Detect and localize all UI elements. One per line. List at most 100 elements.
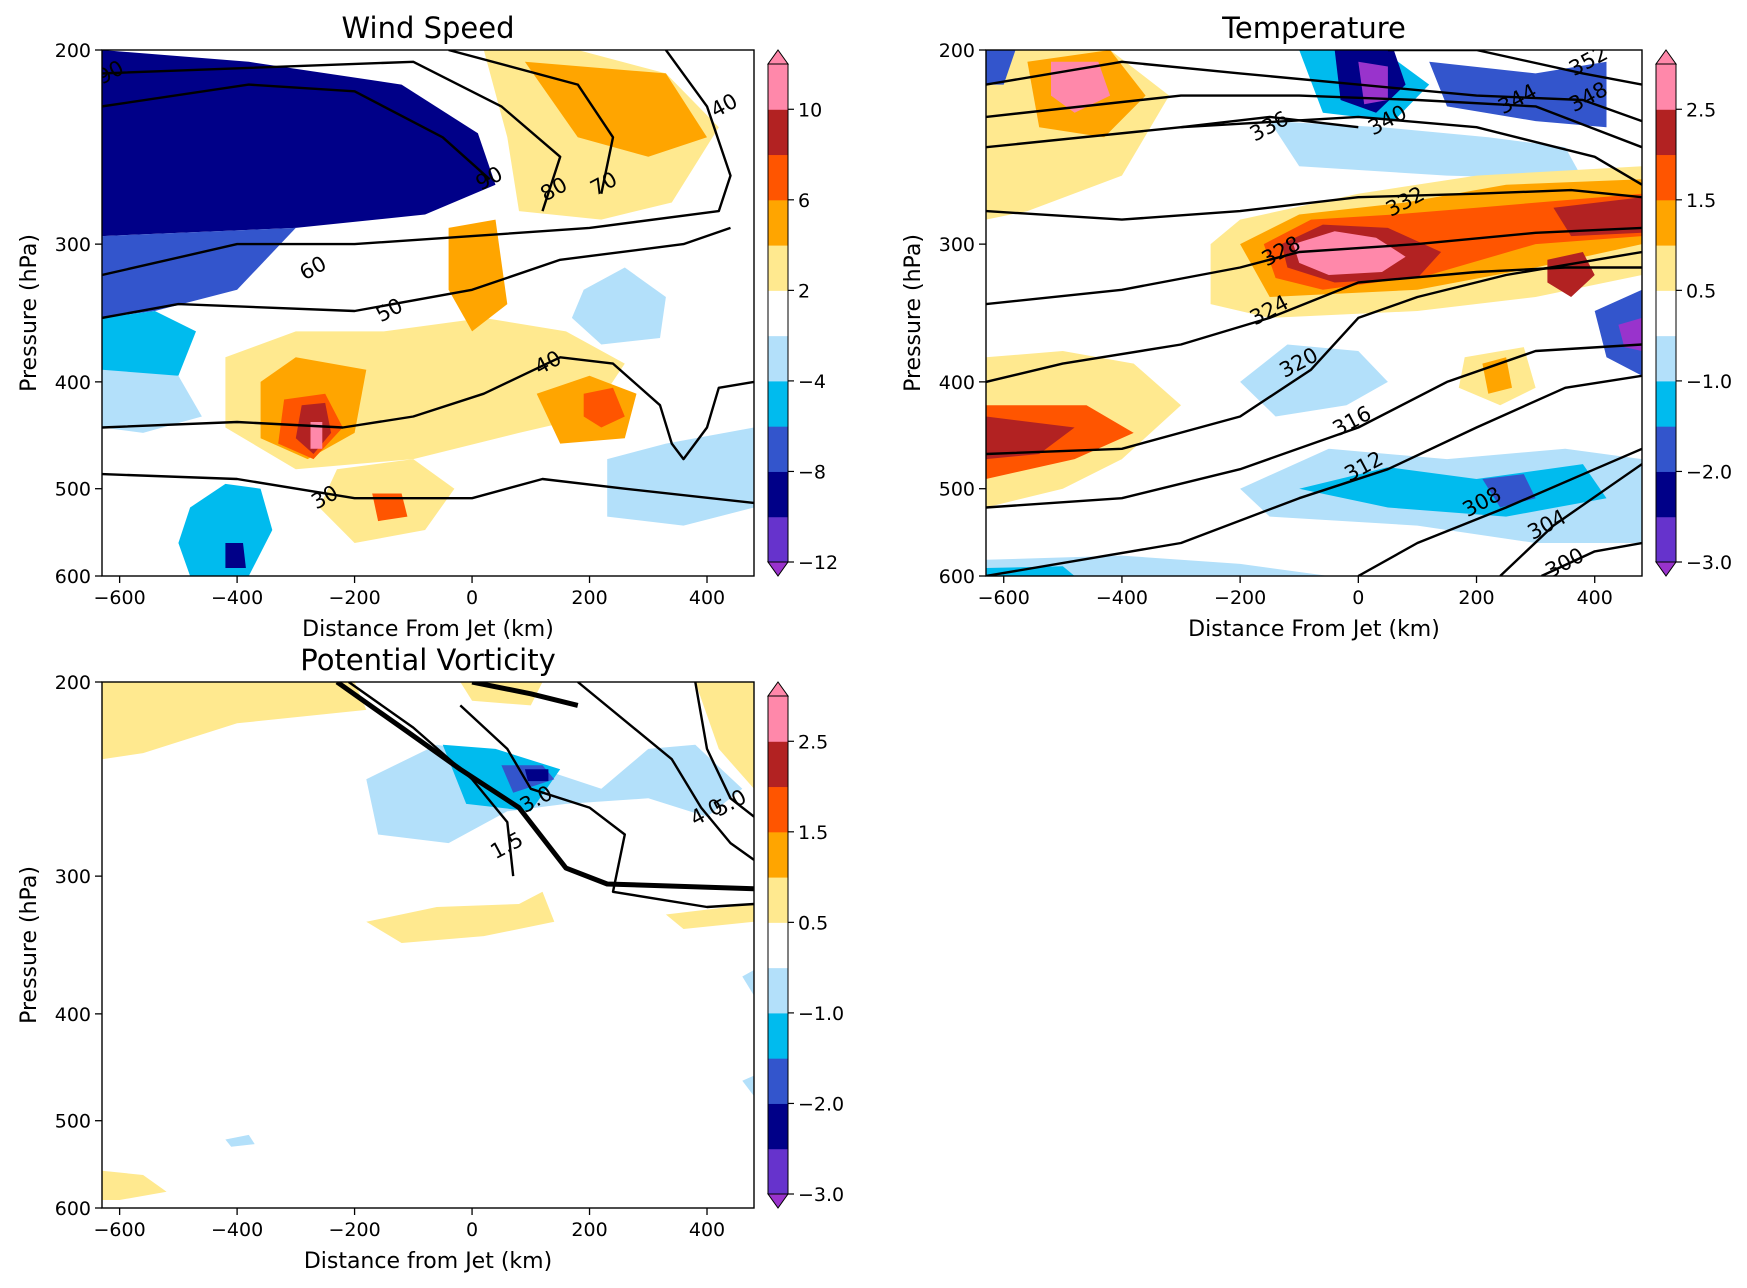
contour-line-1 [335,682,754,892]
filled-region-2 [695,682,754,789]
colorbar-bin [768,380,788,427]
filled-region-9 [102,369,202,433]
filled-region-5 [225,543,246,568]
y-tick-label: 300 [55,234,91,256]
colorbar-bin [768,967,788,1014]
contour-line-6 [102,472,754,505]
filled-region-3 [102,311,196,382]
x-tick-label: 0 [1352,587,1364,609]
colorbar-bin [1656,380,1676,427]
colorbar-tick-label: −2.0 [1686,461,1732,483]
filled-region-21 [1240,344,1388,417]
colorbar-bin [768,335,788,382]
contour-line-2 [986,94,1642,149]
colorbar-tick-label: 2.5 [1686,99,1716,121]
colorbar-tick-label: −4 [798,371,826,393]
colorbar-bin [1656,516,1676,563]
filled-region-3 [986,50,1016,85]
filled-region-18 [986,416,1075,460]
colorbar-bin [768,1058,788,1104]
filled-region-13 [1553,197,1642,237]
colorbar-bin [768,516,788,563]
x-tick-label: 200 [571,1219,607,1241]
colorbar-bin [1656,290,1676,337]
filled-region-15 [1547,252,1595,297]
colorbar-frame [767,63,789,563]
colorbar-extend-min [767,1193,789,1209]
colorbar-bin [768,922,788,969]
colorbar-tick-label: −12 [798,552,838,574]
colorbar-bin [768,786,788,833]
filled-region-0 [102,682,367,760]
colorbar-tick-label: 2.5 [798,731,828,753]
colorbar-tick-label: 10 [798,99,822,121]
filled-region-28 [1618,317,1642,351]
filled-region-6 [1358,61,1388,105]
x-tick-label: 400 [689,1219,725,1241]
contour-line-5 [986,188,1642,221]
panel-title: Temperature [1221,11,1406,45]
y-tick-label: 200 [939,40,975,62]
plot-area: 3.0 4.05.01.5 [102,682,754,1208]
colorbar-tick-label: 1.5 [798,822,828,844]
y-tick-label: 600 [939,566,975,588]
colorbar-extend-max [767,681,789,697]
colorbar-bin [768,109,788,156]
contour-line-5 [471,682,579,708]
colorbar-bin [768,245,788,291]
filled-region-8 [1269,121,1583,180]
x-tick-label: −400 [211,1219,263,1241]
colorbar-bin [768,1012,788,1059]
contour-line-10 [986,374,1642,576]
colorbar-bin [1656,335,1676,382]
x-tick-label: −200 [328,1219,380,1241]
colorbar-tick-label: 0.5 [798,912,828,934]
colorbar: −12 −8 −4 2 6 10 [767,49,838,577]
colorbar: −3.0 −2.0 −1.0 0.5 1.5 2.5 [1655,49,1732,577]
x-tick-label: −600 [94,587,146,609]
contour-line-13 [1540,541,1642,576]
colorbar-bin [768,471,788,518]
plot-frame [101,49,755,577]
x-tick-label: 200 [571,587,607,609]
colorbar-tick-label: −8 [798,461,826,483]
contour-line-3 [577,682,754,861]
colorbar-bin [768,154,788,201]
colorbar-tick-label: 0.5 [1686,280,1716,302]
contour-line-0 [1387,50,1642,86]
panel-title: Wind Speed [341,11,514,45]
contour-line-12 [1499,463,1642,576]
filled-region-12 [742,1075,754,1097]
contour-line-1 [102,60,562,212]
filled-region-26 [986,566,1075,576]
filled-region-8 [607,427,754,526]
colorbar-bin [768,877,788,923]
colorbar-extend-max [1655,49,1677,65]
filled-region-13 [524,61,707,157]
colorbar-bin [1656,109,1676,156]
y-axis-label: Pressure (hPa) [17,866,42,1024]
contour-line-4 [694,682,754,818]
colorbar-bin [1656,154,1676,201]
filled-region-21 [310,422,323,449]
y-tick-label: 500 [55,479,91,501]
y-tick-label: 600 [55,566,91,588]
filled-region-6 [524,769,549,782]
x-axis-label: Distance From Jet (km) [302,617,554,642]
x-tick-label: 400 [1577,587,1613,609]
colorbar-tick-label: 6 [798,190,810,212]
y-axis-label: Pressure (hPa) [17,234,42,392]
filled-region-7 [1429,61,1607,128]
colorbar-tick-label: −3.0 [1686,552,1732,574]
filled-region-1 [102,50,496,237]
colorbar-bin [1656,471,1676,518]
colorbar-bin [768,199,788,246]
y-axis-label: Pressure (hPa) [901,234,926,392]
colorbar: −3.0 −2.0 −1.0 0.5 1.5 2.5 [767,681,844,1209]
filled-region-9 [102,1170,167,1200]
filled-region-1 [460,682,543,706]
colorbar-bin [768,64,788,110]
x-tick-label: 400 [689,587,725,609]
y-tick-label: 500 [55,1111,91,1133]
